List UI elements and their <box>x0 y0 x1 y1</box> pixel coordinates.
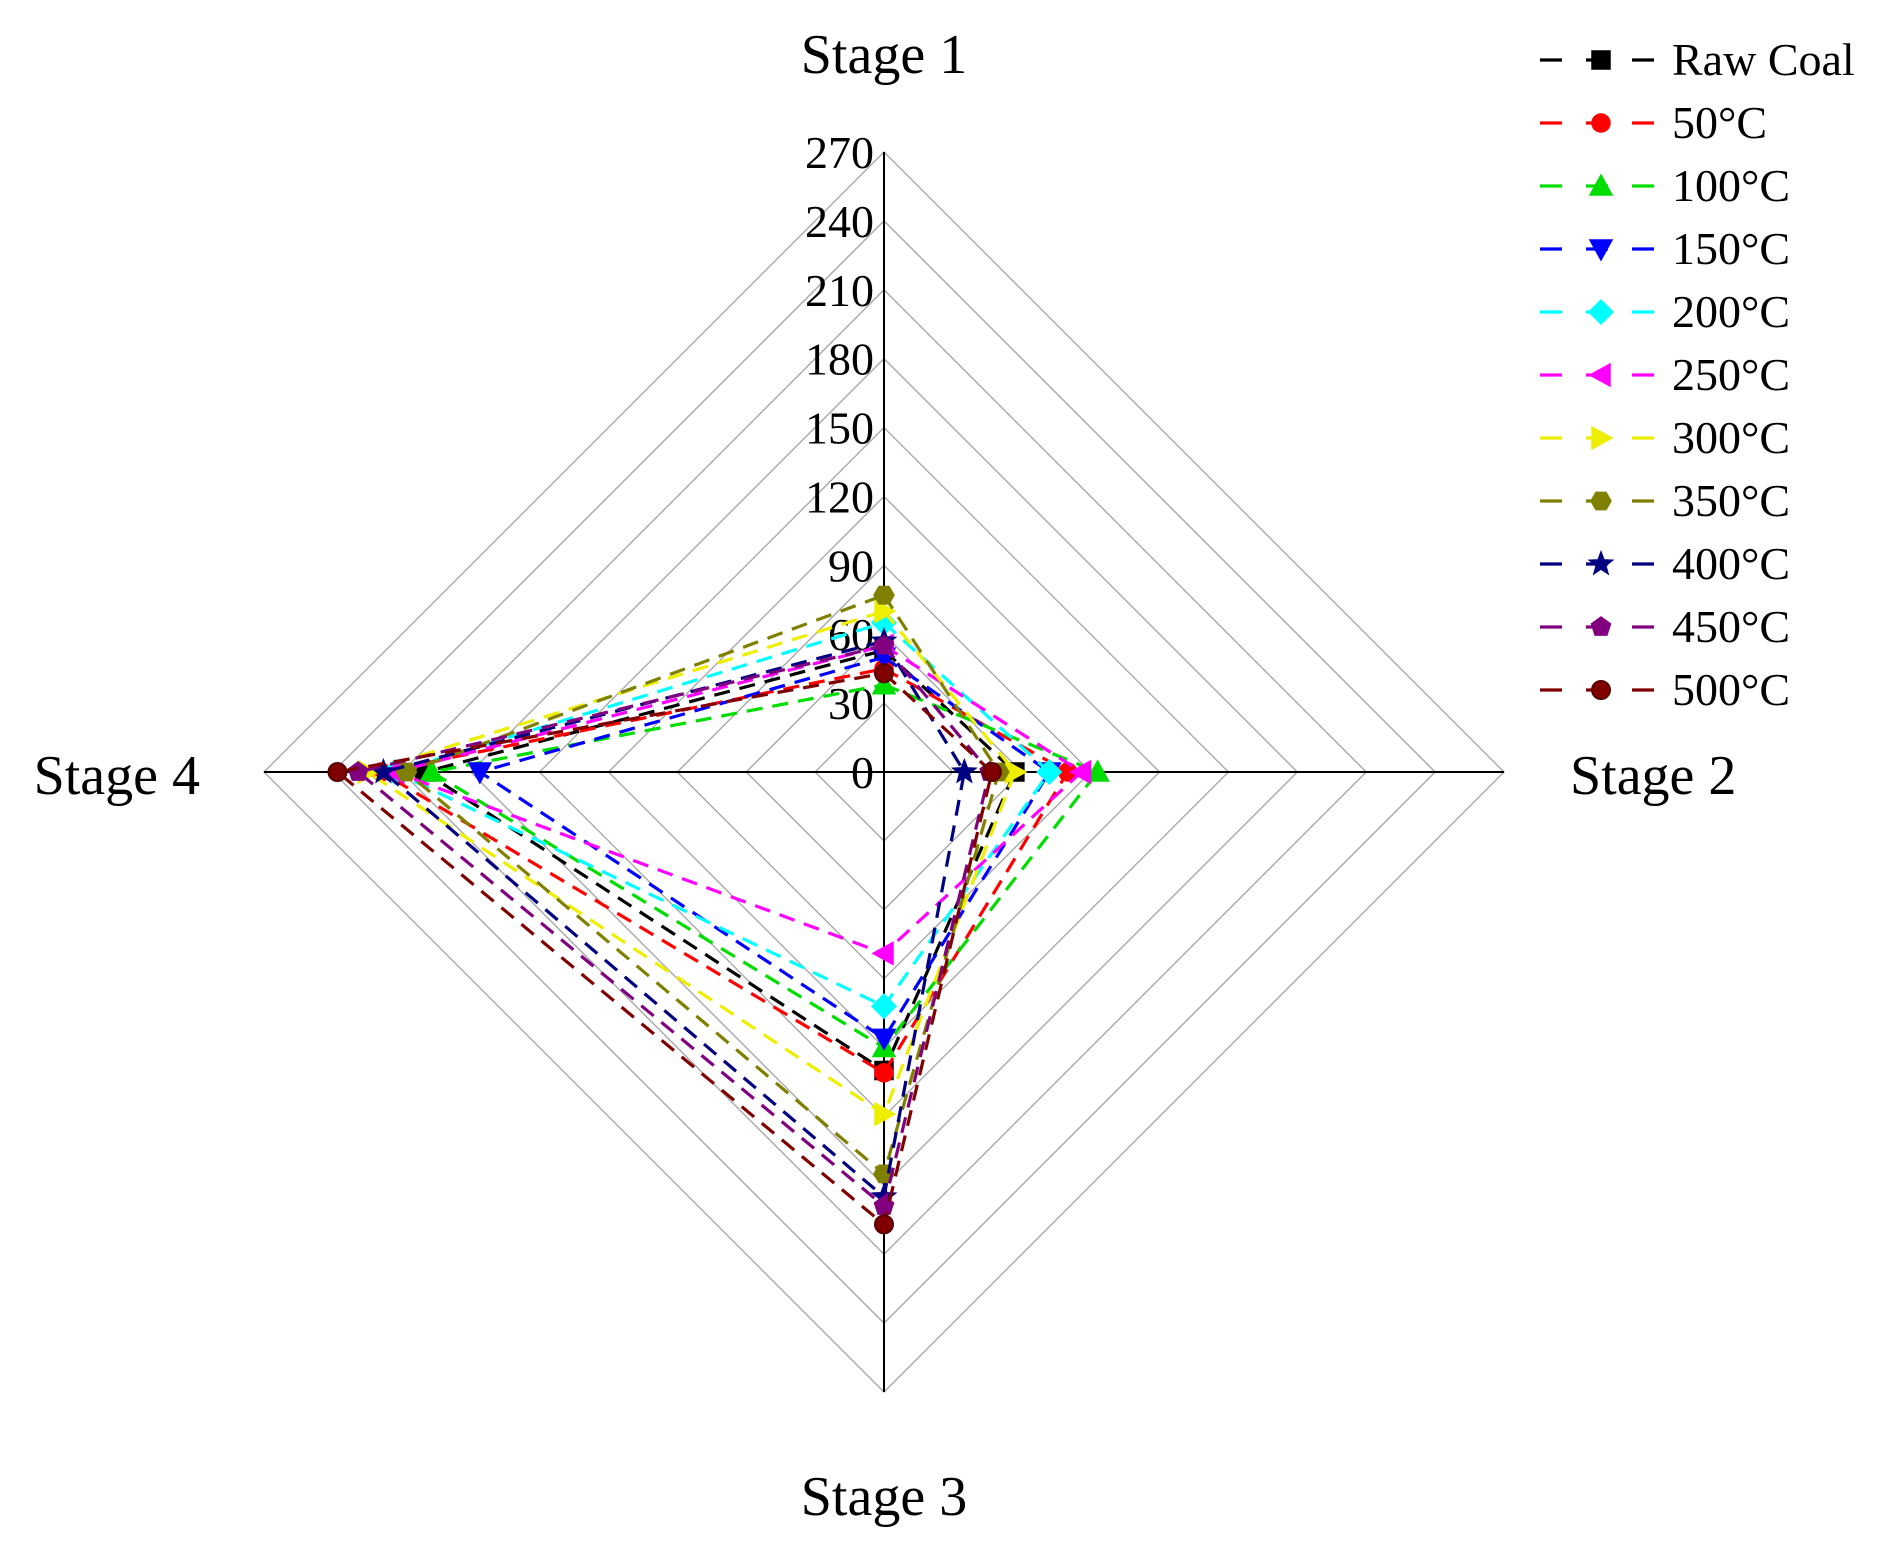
data-point-50-c-stage-3 <box>874 1063 894 1083</box>
data-point-100-c-stage-2 <box>1085 759 1110 782</box>
data-point-200-c-stage-3 <box>870 993 898 1020</box>
series-lines <box>327 585 1110 1235</box>
legend-label-400-c: 400°C <box>1672 538 1790 589</box>
legend-label-350-c: 350°C <box>1672 475 1790 526</box>
data-point-400-c-stage-2 <box>950 757 978 784</box>
legend-marker-50-c <box>1591 113 1611 133</box>
legend-item-100-c: 100°C <box>1540 160 1790 211</box>
axis-label-stage-3: Stage 3 <box>801 1466 967 1528</box>
legend-item-500-c: 500°C <box>1540 664 1790 715</box>
series-line-50-c <box>376 666 1070 1076</box>
stage-axis-labels: Stage 1 Stage 2 Stage 3 Stage 4 <box>34 24 1737 1528</box>
tick-label-90: 90 <box>828 540 874 591</box>
data-point-300-c-stage-1 <box>874 598 897 624</box>
legend-marker-100-c <box>1588 173 1614 196</box>
data-point-250-c-stage-3 <box>871 941 894 966</box>
tick-label-180: 180 <box>805 334 874 385</box>
axis-label-stage-4: Stage 4 <box>34 745 200 807</box>
data-point-500-c-stage-1 <box>874 663 894 684</box>
legend-item-300-c: 300°C <box>1540 412 1790 463</box>
legend-label-500-c: 500°C <box>1672 664 1790 715</box>
legend-label-50-c: 50°C <box>1672 97 1767 148</box>
tick-label-30: 30 <box>828 678 874 729</box>
legend-label-100-c: 100°C <box>1672 160 1790 211</box>
data-point-500-c-stage-3 <box>874 1214 894 1235</box>
legend-marker-400-c <box>1587 549 1615 576</box>
data-point-150-c-stage-3 <box>871 1028 897 1051</box>
legend-label-raw-coal: Raw Coal <box>1672 34 1855 85</box>
legend: Raw Coal 50°C 100°C 150°C 200°C 250°C 300°C 350… <box>1540 34 1855 715</box>
data-point-350-c-stage-1 <box>873 585 895 605</box>
series-line-450-c <box>354 643 992 1209</box>
legend-item-200-c: 200°C <box>1540 286 1790 337</box>
tick-label-150: 150 <box>805 403 874 454</box>
data-point-150-c-stage-4 <box>467 762 493 785</box>
legend-item-400-c: 400°C <box>1540 538 1790 589</box>
axis-label-stage-1: Stage 1 <box>801 24 967 86</box>
tick-label-240: 240 <box>805 196 874 247</box>
data-point-500-c-stage-2 <box>981 762 1002 782</box>
data-point-450-c-stage-4 <box>347 761 369 781</box>
legend-item-raw-coal: Raw Coal <box>1540 34 1855 85</box>
series-500-c <box>327 663 1002 1235</box>
legend-marker-500-c <box>1591 680 1611 700</box>
legend-label-250-c: 250°C <box>1672 349 1790 400</box>
legend-label-200-c: 200°C <box>1672 286 1790 337</box>
legend-item-350-c: 350°C <box>1540 475 1790 526</box>
data-point-350-c-stage-4 <box>395 762 418 782</box>
legend-label-150-c: 150°C <box>1672 223 1790 274</box>
data-point-450-c-stage-1 <box>873 634 895 655</box>
axis-label-stage-2: Stage 2 <box>1570 745 1736 807</box>
data-point-100-c-stage-4 <box>419 759 444 782</box>
legend-label-450-c: 450°C <box>1672 601 1790 652</box>
series-450-c <box>347 634 1001 1215</box>
legend-marker-200-c <box>1587 298 1615 326</box>
tick-label-0: 0 <box>851 747 874 798</box>
data-point-500-c-stage-4 <box>327 762 348 782</box>
tick-label-210: 210 <box>805 265 874 316</box>
series-line-100-c <box>427 683 1101 1050</box>
legend-marker-450-c <box>1590 616 1612 636</box>
legend-item-150-c: 150°C <box>1540 223 1790 274</box>
legend-marker-150-c <box>1588 239 1614 262</box>
data-point-250-c-stage-2 <box>1068 759 1092 785</box>
data-point-300-c-stage-3 <box>874 1101 897 1127</box>
series-200-c <box>381 609 1063 1020</box>
legend-marker-300-c <box>1591 425 1614 451</box>
legend-item-450-c: 450°C <box>1540 601 1790 652</box>
tick-label-270: 270 <box>805 127 874 178</box>
legend-item-50-c: 50°C <box>1540 97 1767 148</box>
legend-label-300-c: 300°C <box>1672 412 1790 463</box>
legend-marker-350-c <box>1590 491 1612 511</box>
legend-marker-raw-coal <box>1591 50 1611 70</box>
data-point-100-c-stage-1 <box>871 672 897 695</box>
legend-marker-250-c <box>1588 362 1611 388</box>
series-line-150-c <box>476 655 1052 1041</box>
tick-label-120: 120 <box>805 471 874 522</box>
data-point-200-c-stage-2 <box>1036 758 1063 786</box>
legend-item-250-c: 250°C <box>1540 349 1790 400</box>
